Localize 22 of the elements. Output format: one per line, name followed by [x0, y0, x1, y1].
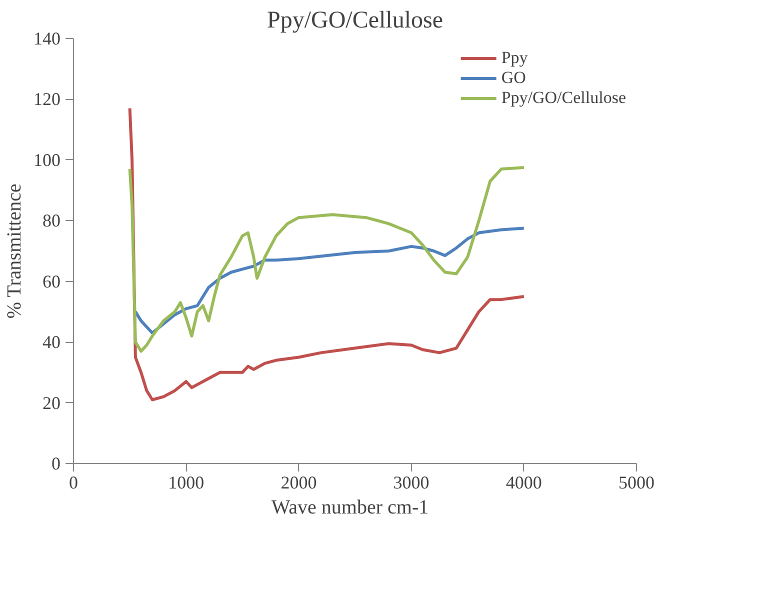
y-tick-label: 100 — [34, 150, 60, 170]
y-tick-label: 120 — [34, 89, 60, 110]
chart-title: Ppy/GO/Cellulose — [267, 8, 444, 34]
y-tick-label: 80 — [42, 210, 60, 231]
legend-label: GO — [501, 68, 526, 88]
y-tick-label: 0 — [52, 454, 60, 474]
x-tick-label: 4000 — [506, 472, 542, 492]
y-tick-label: 140 — [34, 28, 60, 48]
line-series — [128, 166, 526, 353]
x-tick-label: 0 — [69, 472, 78, 492]
y-tick-label: 60 — [42, 271, 60, 292]
y-tick-label: 40 — [42, 332, 60, 352]
line-series — [134, 226, 526, 334]
x-tick-label: 1000 — [168, 472, 204, 492]
x-tick-label: 2000 — [280, 472, 317, 492]
legend-label: Ppy — [501, 48, 528, 68]
x-axis-title: Wave number cm-1 — [271, 496, 429, 518]
legend-label: Ppy/GO/Cellulose — [501, 88, 626, 108]
y-axis-title: % Transmittence — [4, 184, 26, 319]
y-tick-label: 20 — [42, 392, 60, 413]
x-tick-label: 3000 — [393, 472, 430, 492]
x-tick-label: 5000 — [618, 472, 654, 492]
